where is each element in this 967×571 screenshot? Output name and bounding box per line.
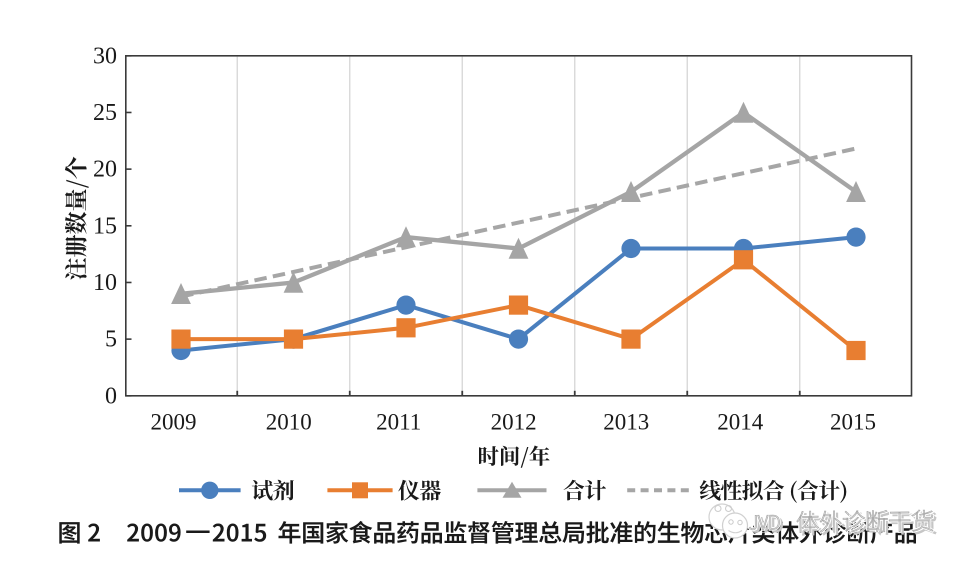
svg-text:0: 0 [105, 383, 117, 409]
svg-text:15: 15 [93, 213, 117, 239]
svg-text:2009: 2009 [151, 410, 197, 435]
svg-text:25: 25 [93, 100, 117, 126]
svg-text:2011: 2011 [376, 410, 421, 435]
svg-text:5: 5 [105, 327, 117, 353]
svg-text:2015: 2015 [830, 410, 876, 435]
svg-text:2013: 2013 [603, 410, 649, 435]
svg-text:10: 10 [93, 270, 117, 296]
svg-text:20: 20 [93, 157, 117, 183]
svg-text:30: 30 [93, 43, 117, 69]
svg-text:2014: 2014 [717, 410, 764, 435]
svg-text:2010: 2010 [266, 410, 312, 435]
svg-text:2012: 2012 [491, 410, 537, 435]
